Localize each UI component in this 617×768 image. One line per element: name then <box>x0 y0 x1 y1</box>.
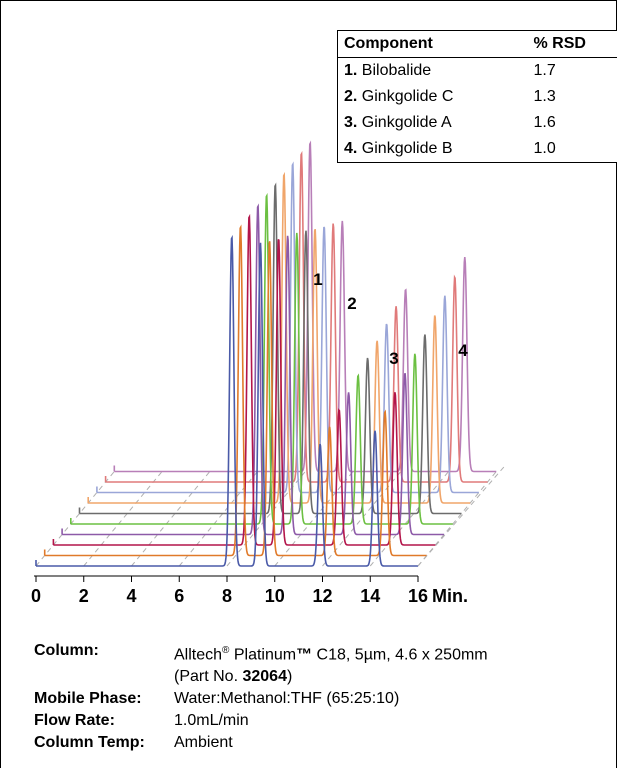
x-tick-label: 12 <box>312 586 332 606</box>
row-number: 1. <box>344 62 358 79</box>
mobile-phase-row: Mobile Phase: Water:Methanol:THF (65:25:… <box>34 688 594 710</box>
depth-gridline <box>83 471 163 567</box>
depth-gridline <box>369 471 449 567</box>
column-row: Column: Alltech® Platinum™ C18, 5µm, 4.6… <box>34 640 594 666</box>
row-number: 2. <box>344 88 358 105</box>
table-row: 2. Ginkgolide C 1.3 <box>338 84 617 110</box>
chromatography-conditions: Column: Alltech® Platinum™ C18, 5µm, 4.6… <box>34 640 594 754</box>
flow-rate-value: 1.0mL/min <box>174 712 249 730</box>
column-temp-label: Column Temp: <box>34 734 145 752</box>
peak-label: 4 <box>458 341 468 360</box>
column-temp-value: Ambient <box>174 734 233 752</box>
part-number-line: (Part No. 32064) <box>174 668 293 686</box>
depth-gridline <box>131 471 211 567</box>
x-axis-unit: Min. <box>432 586 468 606</box>
x-tick-label: 4 <box>126 586 136 606</box>
rsd-value: 1.3 <box>533 88 556 105</box>
component-name: Ginkgolide B <box>361 140 453 157</box>
chromatogram-chart: 0 2 4 6 8 10 12 14 16 Min.123 4 <box>31 140 505 606</box>
rsd-table-header: Component % RSD <box>337 30 617 58</box>
component-header: Component <box>337 30 510 58</box>
flow-rate-row: Flow Rate: 1.0mL/min <box>34 710 594 732</box>
mobile-phase-value: Water:Methanol:THF (65:25:10) <box>174 690 400 708</box>
x-tick-label: 16 <box>408 586 428 606</box>
x-tick-label: 8 <box>222 586 232 606</box>
x-tick-label: 0 <box>31 586 41 606</box>
rsd-table: Component % RSD 1. Bilobalide 1.7 2. Gin… <box>337 30 617 163</box>
x-tick-label: 2 <box>79 586 89 606</box>
rsd-value: 1.6 <box>533 114 556 131</box>
row-number: 4. <box>344 140 358 157</box>
column-value: Alltech® Platinum™ C18, 5µm, 4.6 x 250mm <box>174 645 488 664</box>
peak-label: 2 <box>347 294 356 313</box>
column-label: Column: <box>34 642 99 659</box>
x-tick-label: 6 <box>174 586 184 606</box>
x-tick-label: 10 <box>265 586 285 606</box>
column-temp-row: Column Temp: Ambient <box>34 732 594 754</box>
depth-gridline <box>35 471 115 567</box>
table-row: 4. Ginkgolide B 1.0 <box>338 136 617 163</box>
peak-label: 1 <box>313 270 322 289</box>
rsd-value: 1.0 <box>533 140 556 157</box>
rsd-header: % RSD <box>509 30 617 58</box>
peak-label: 3 <box>389 349 398 368</box>
x-tick-label: 14 <box>360 586 380 606</box>
back-depth-line <box>417 466 505 567</box>
mobile-phase-label: Mobile Phase: <box>34 690 142 708</box>
flow-rate-label: Flow Rate: <box>34 712 115 730</box>
depth-gridline <box>274 471 354 567</box>
chromatogram-trace <box>36 234 418 567</box>
component-name: Ginkgolide A <box>361 114 452 131</box>
row-number: 3. <box>344 114 358 131</box>
table-row: 1. Bilobalide 1.7 <box>338 58 617 85</box>
table-row: 3. Ginkgolide A 1.6 <box>338 110 617 136</box>
part-number: 32064 <box>242 668 287 686</box>
rsd-value: 1.7 <box>533 62 556 79</box>
component-name: Bilobalide <box>361 62 432 79</box>
component-name: Ginkgolide C <box>361 88 454 105</box>
